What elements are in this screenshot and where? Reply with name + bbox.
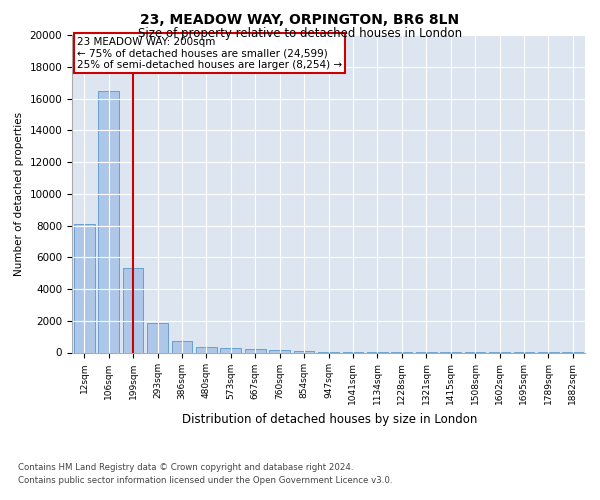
Bar <box>220 348 241 352</box>
Bar <box>196 347 217 352</box>
Bar <box>122 268 143 352</box>
Bar <box>172 342 193 352</box>
Text: 23, MEADOW WAY, ORPINGTON, BR6 8LN: 23, MEADOW WAY, ORPINGTON, BR6 8LN <box>140 12 460 26</box>
Bar <box>245 350 266 352</box>
Bar <box>293 350 314 352</box>
Bar <box>269 350 290 352</box>
Bar <box>98 90 119 352</box>
Y-axis label: Number of detached properties: Number of detached properties <box>14 112 24 276</box>
Bar <box>74 224 95 352</box>
Text: Size of property relative to detached houses in London: Size of property relative to detached ho… <box>138 28 462 40</box>
Text: Contains public sector information licensed under the Open Government Licence v3: Contains public sector information licen… <box>18 476 392 485</box>
Text: Contains HM Land Registry data © Crown copyright and database right 2024.: Contains HM Land Registry data © Crown c… <box>18 462 353 471</box>
Text: 23 MEADOW WAY: 200sqm
← 75% of detached houses are smaller (24,599)
25% of semi-: 23 MEADOW WAY: 200sqm ← 75% of detached … <box>77 36 342 70</box>
Text: Distribution of detached houses by size in London: Distribution of detached houses by size … <box>182 412 478 426</box>
Bar <box>147 323 168 352</box>
